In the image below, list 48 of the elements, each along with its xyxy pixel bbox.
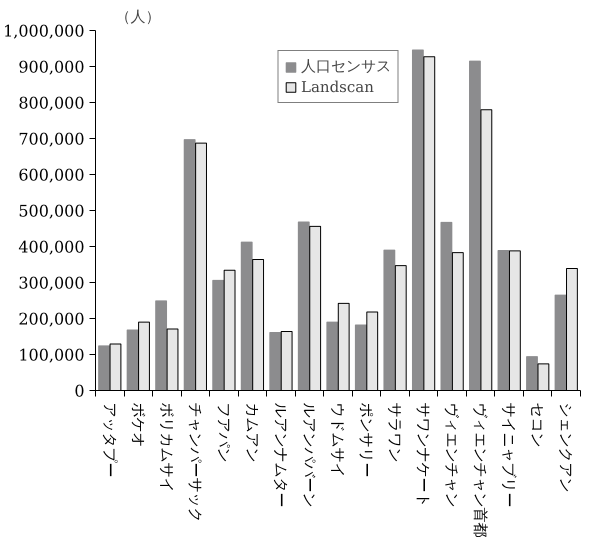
x-tick-label: ポンサリー (358, 402, 376, 478)
x-tick-label: ボケオ (129, 402, 148, 448)
x-tick-label: ウドムサイ (329, 402, 347, 478)
x-tick-label: サイニャブリー (500, 402, 518, 508)
x-tick-label: アッタプー (100, 402, 119, 478)
y-tick-label: 300,000 (18, 274, 85, 292)
legend-label: 人口センサス (301, 57, 391, 76)
y-tick-label: 700,000 (18, 130, 85, 148)
x-tick-label: ルアンパバーン (300, 402, 318, 508)
bar (184, 139, 196, 390)
y-tick-label: 1,000,000 (3, 22, 85, 40)
y-tick-label: 200,000 (18, 310, 85, 328)
bar (298, 222, 310, 390)
y-axis-title: （人） (116, 8, 160, 26)
x-tick-label: サワンナケート (414, 402, 433, 508)
bar (269, 332, 282, 390)
bar (469, 60, 481, 390)
bar (240, 242, 253, 390)
x-tick-label: カムアン (243, 402, 262, 462)
y-tick-label: 0 (74, 382, 85, 400)
x-tick-label: ルアンナムター (272, 402, 290, 508)
bar (412, 49, 424, 390)
y-tick-label: 100,000 (18, 346, 85, 364)
x-tick-label: セコン (528, 402, 547, 448)
x-tick-label: ボリカムサイ (158, 402, 176, 492)
x-tick-label: ヴィエンチャン (443, 402, 462, 508)
bar (554, 294, 566, 390)
bar (98, 345, 110, 390)
y-tick-label: 900,000 (18, 58, 85, 76)
bar (526, 356, 538, 390)
y-tick-label: 500,000 (18, 202, 85, 220)
bar (383, 250, 396, 390)
bar (155, 300, 168, 390)
bar (440, 222, 452, 390)
x-tick-label: サラワン (386, 402, 404, 462)
x-tick-label: ヴィエンチャン首都 (472, 402, 490, 538)
x-tick-label: フアパン (214, 402, 233, 462)
legend-label: Landscan (301, 78, 374, 96)
bar (498, 250, 510, 390)
x-tick-label: チャンパーサック (186, 402, 204, 522)
y-tick-label: 800,000 (18, 94, 85, 112)
y-tick-label: 400,000 (18, 238, 85, 256)
bar (212, 280, 224, 390)
bar (126, 330, 139, 390)
y-tick-label: 600,000 (18, 166, 85, 184)
x-tick-label: シェンクアン (557, 402, 576, 492)
bar (326, 322, 338, 390)
bar (354, 324, 367, 390)
